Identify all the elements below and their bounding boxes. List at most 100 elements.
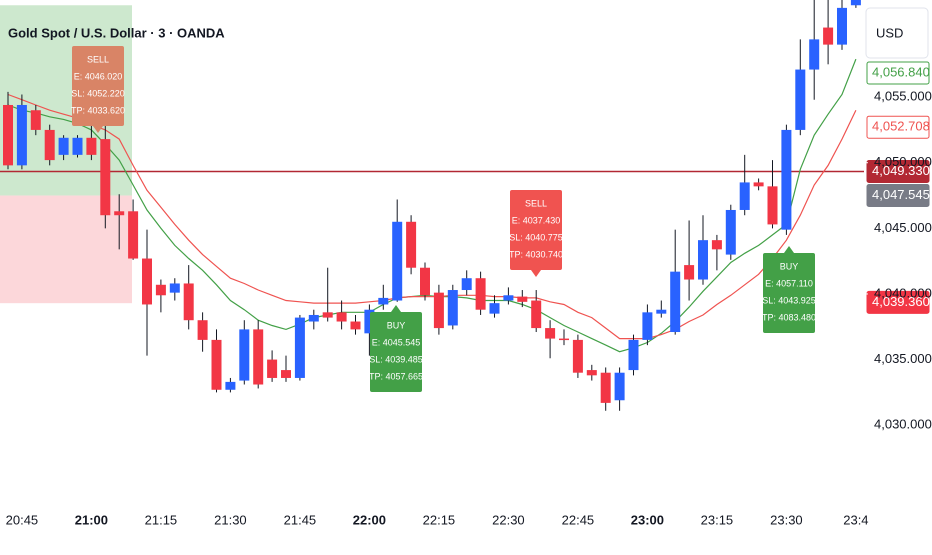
candle-body <box>795 69 806 130</box>
candle-body <box>364 309 375 334</box>
candle-body <box>183 283 194 321</box>
moving-average-line <box>7 93 857 340</box>
signal-text: BUY <box>780 261 799 271</box>
candle-body <box>698 240 708 280</box>
candle-body <box>503 295 514 301</box>
signal-box <box>763 253 815 333</box>
candle-body <box>753 182 764 187</box>
candle-body <box>642 312 653 340</box>
moving-average-line <box>7 58 857 353</box>
candle-body <box>781 129 792 230</box>
price-label: 4,039.360 <box>872 294 930 309</box>
signal-text: TP: 4033.620 <box>71 105 125 115</box>
signal-text: TP: 4057.665 <box>369 371 423 381</box>
candle-body <box>128 211 139 259</box>
signal-box <box>370 312 422 392</box>
price-label-box <box>866 290 930 314</box>
candle-body <box>211 339 222 390</box>
candle-body <box>711 240 722 250</box>
price-label: 4,047.545 <box>872 187 930 202</box>
candle-body <box>155 284 166 296</box>
candle-body <box>114 211 125 216</box>
candle-body <box>378 297 389 305</box>
candle-body <box>58 137 69 155</box>
signal-arrow <box>93 126 103 133</box>
y-tick-label: 4,055.000 <box>874 89 932 104</box>
currency-box[interactable] <box>865 7 929 59</box>
candle-body <box>572 339 583 373</box>
zone <box>0 195 132 304</box>
signal-text: E: 4045.545 <box>372 337 421 347</box>
candle-body <box>3 104 13 166</box>
candle-body <box>559 338 569 341</box>
x-tick-label: 23:15 <box>701 512 734 527</box>
candle-body <box>281 370 291 378</box>
candle-body <box>600 372 611 403</box>
price-label: 4,049.330 <box>872 163 930 178</box>
candle-body <box>100 139 111 216</box>
candle-body <box>545 328 556 339</box>
candle-body <box>614 372 625 401</box>
candle-body <box>72 137 83 155</box>
signal-text: SL: 4039.485 <box>369 354 423 364</box>
candle-body <box>420 267 430 296</box>
y-tick-label: 4,050.000 <box>874 154 932 169</box>
x-tick-label: 21:30 <box>214 512 247 527</box>
chart-title: Gold Spot / U.S. Dollar · 3 · OANDA <box>8 25 225 40</box>
candle-body <box>433 292 444 329</box>
candle-body <box>86 137 97 155</box>
candle-body <box>739 182 750 210</box>
signal-text: SL: 4043.925 <box>762 295 816 305</box>
candle-body <box>239 329 250 381</box>
price-label: 4,052.708 <box>872 119 930 134</box>
price-label-box <box>866 184 930 208</box>
overlay: SELL E: 4046.020 SL: 4052.220 TP: 4033.620 S… <box>71 46 816 392</box>
candle-body <box>531 300 542 329</box>
x-tick-label: 22:45 <box>562 512 595 527</box>
candle-body <box>837 7 847 45</box>
x-tick-label: 22:00 <box>353 512 386 527</box>
signal-text: SELL <box>87 54 109 64</box>
signal-text: TP: 4030.740 <box>509 249 563 259</box>
candle-body <box>461 278 472 291</box>
x-tick-label: 20:45 <box>6 512 39 527</box>
y-tick-label: 4,040.000 <box>874 285 932 300</box>
candle-body <box>322 312 333 318</box>
y-tick-label: 4,045.000 <box>874 220 932 235</box>
candle-body <box>350 321 361 330</box>
candle-body <box>308 314 319 322</box>
signal-text: TP: 4083.480 <box>762 312 816 322</box>
x-tick-label: 21:15 <box>145 512 178 527</box>
x-tick-label: 23:4 <box>843 512 868 527</box>
candle-body <box>294 317 305 378</box>
candle-body <box>489 303 500 314</box>
candle-body <box>142 258 152 305</box>
candle-body <box>684 265 695 280</box>
candle-body <box>447 290 458 326</box>
candle-body <box>267 359 278 378</box>
candle-body <box>725 209 736 255</box>
candle-body <box>336 312 347 322</box>
price-label-box <box>866 115 930 139</box>
price-label-box <box>866 160 930 184</box>
candle-body <box>823 27 834 45</box>
candle-body <box>225 381 236 390</box>
signal-text: SL: 4052.220 <box>71 88 125 98</box>
y-tick-label: 4,030.000 <box>874 417 932 432</box>
signal-arrow <box>531 270 541 277</box>
signal-text: SL: 4040.775 <box>509 232 563 242</box>
candle-body <box>628 339 639 371</box>
x-tick-label: 21:45 <box>284 512 317 527</box>
candle-body <box>517 296 528 302</box>
candle-body <box>670 271 681 333</box>
x-tick-label: 23:00 <box>631 512 664 527</box>
candle-body <box>767 186 778 225</box>
y-tick-label: 4,035.000 <box>874 351 932 366</box>
candle-body <box>475 278 486 310</box>
candle-body <box>850 0 861 6</box>
signal-arrow <box>784 246 794 253</box>
currency-label[interactable]: USD <box>876 25 903 40</box>
candle-body <box>169 283 180 293</box>
